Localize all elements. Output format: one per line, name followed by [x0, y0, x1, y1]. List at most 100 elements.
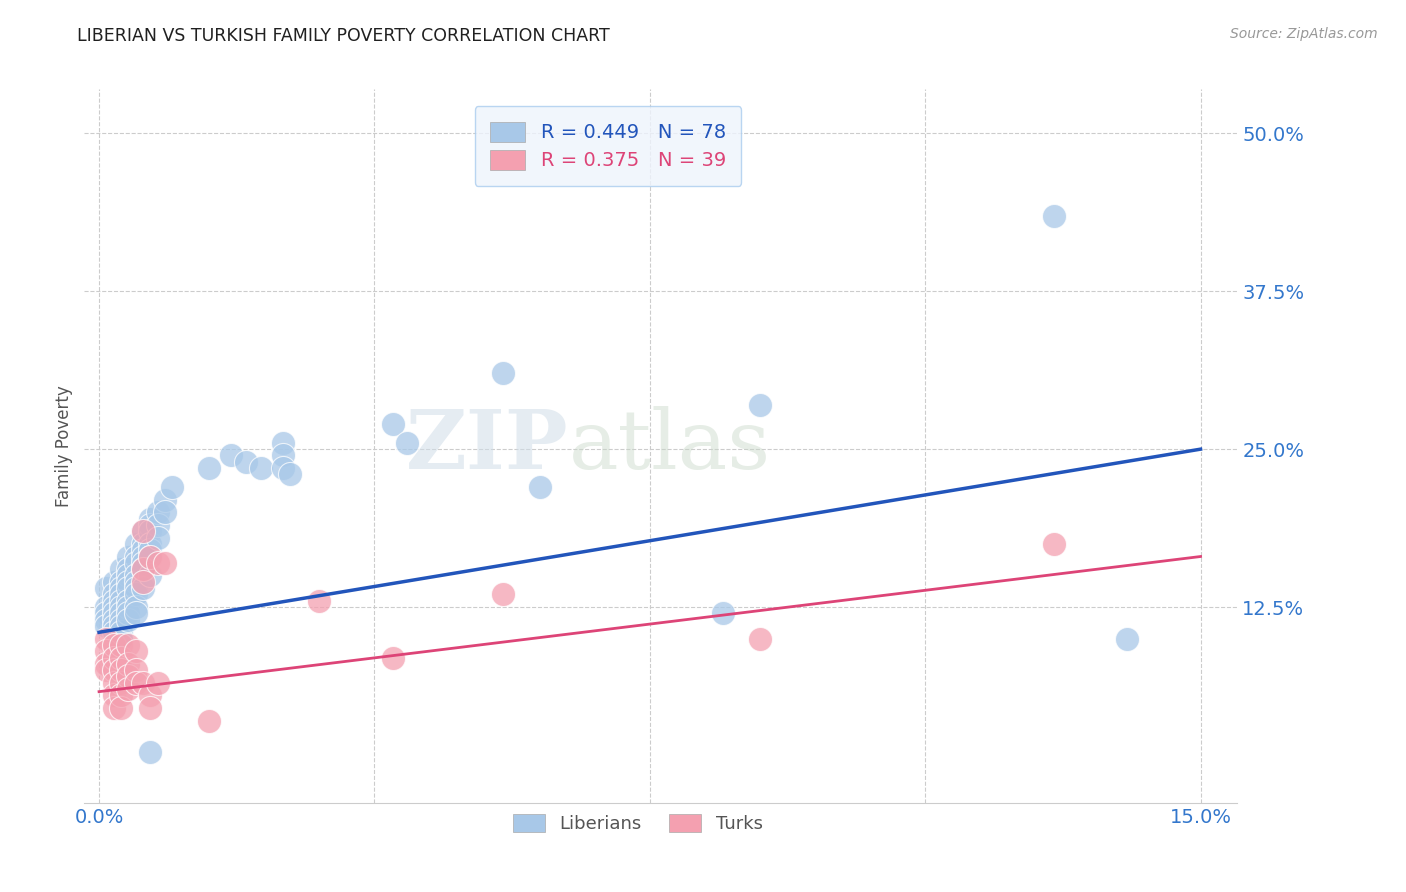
Point — [117, 568, 139, 582]
Point — [117, 574, 139, 589]
Point — [117, 657, 139, 671]
Point — [110, 638, 132, 652]
Point — [110, 625, 132, 640]
Point — [103, 613, 125, 627]
Point — [117, 638, 139, 652]
Point — [103, 593, 125, 607]
Point — [235, 455, 257, 469]
Point — [110, 600, 132, 615]
Point — [132, 543, 155, 558]
Point — [96, 619, 118, 633]
Point — [198, 714, 221, 728]
Point — [103, 574, 125, 589]
Point — [103, 663, 125, 677]
Point — [271, 435, 294, 450]
Y-axis label: Family Poverty: Family Poverty — [55, 385, 73, 507]
Point — [117, 682, 139, 697]
Point — [139, 517, 162, 532]
Point — [103, 689, 125, 703]
Text: ZIP: ZIP — [406, 406, 568, 486]
Point — [110, 650, 132, 665]
Point — [103, 619, 125, 633]
Point — [139, 568, 162, 582]
Point — [96, 613, 118, 627]
Point — [96, 657, 118, 671]
Point — [110, 701, 132, 715]
Point — [125, 574, 148, 589]
Point — [96, 663, 118, 677]
Point — [219, 449, 242, 463]
Point — [139, 549, 162, 564]
Point — [162, 480, 184, 494]
Point — [146, 675, 169, 690]
Point — [96, 581, 118, 595]
Point — [110, 607, 132, 621]
Point — [1042, 537, 1064, 551]
Point — [117, 669, 139, 683]
Point — [139, 745, 162, 759]
Point — [153, 556, 176, 570]
Point — [125, 600, 148, 615]
Point — [278, 467, 301, 482]
Text: LIBERIAN VS TURKISH FAMILY POVERTY CORRELATION CHART: LIBERIAN VS TURKISH FAMILY POVERTY CORRE… — [77, 27, 610, 45]
Point — [132, 562, 155, 576]
Point — [529, 480, 551, 494]
Point — [132, 675, 155, 690]
Point — [1116, 632, 1139, 646]
Point — [103, 650, 125, 665]
Point — [132, 549, 155, 564]
Point — [139, 537, 162, 551]
Point — [117, 593, 139, 607]
Legend: Liberians, Turks: Liberians, Turks — [498, 799, 778, 847]
Point — [110, 663, 132, 677]
Point — [110, 689, 132, 703]
Point — [103, 600, 125, 615]
Point — [396, 435, 419, 450]
Point — [125, 675, 148, 690]
Point — [110, 675, 132, 690]
Point — [110, 587, 132, 601]
Point — [711, 607, 734, 621]
Point — [103, 625, 125, 640]
Point — [110, 574, 132, 589]
Point — [139, 511, 162, 525]
Point — [117, 613, 139, 627]
Point — [125, 607, 148, 621]
Point — [1042, 209, 1064, 223]
Point — [492, 587, 515, 601]
Point — [198, 461, 221, 475]
Point — [308, 593, 330, 607]
Point — [117, 549, 139, 564]
Point — [117, 581, 139, 595]
Text: atlas: atlas — [568, 406, 770, 486]
Point — [139, 524, 162, 539]
Point — [103, 587, 125, 601]
Point — [381, 650, 404, 665]
Point — [146, 531, 169, 545]
Point — [249, 461, 271, 475]
Point — [103, 638, 125, 652]
Point — [110, 613, 132, 627]
Point — [132, 556, 155, 570]
Point — [125, 663, 148, 677]
Point — [271, 461, 294, 475]
Point — [125, 556, 148, 570]
Text: Source: ZipAtlas.com: Source: ZipAtlas.com — [1230, 27, 1378, 41]
Point — [96, 644, 118, 658]
Point — [103, 701, 125, 715]
Point — [110, 632, 132, 646]
Point — [103, 675, 125, 690]
Point — [139, 549, 162, 564]
Point — [125, 537, 148, 551]
Point — [153, 505, 176, 519]
Point — [492, 367, 515, 381]
Point — [117, 562, 139, 576]
Point — [381, 417, 404, 431]
Point — [125, 587, 148, 601]
Point — [125, 644, 148, 658]
Point — [132, 562, 155, 576]
Point — [749, 398, 772, 412]
Point — [96, 607, 118, 621]
Point — [139, 543, 162, 558]
Point — [132, 537, 155, 551]
